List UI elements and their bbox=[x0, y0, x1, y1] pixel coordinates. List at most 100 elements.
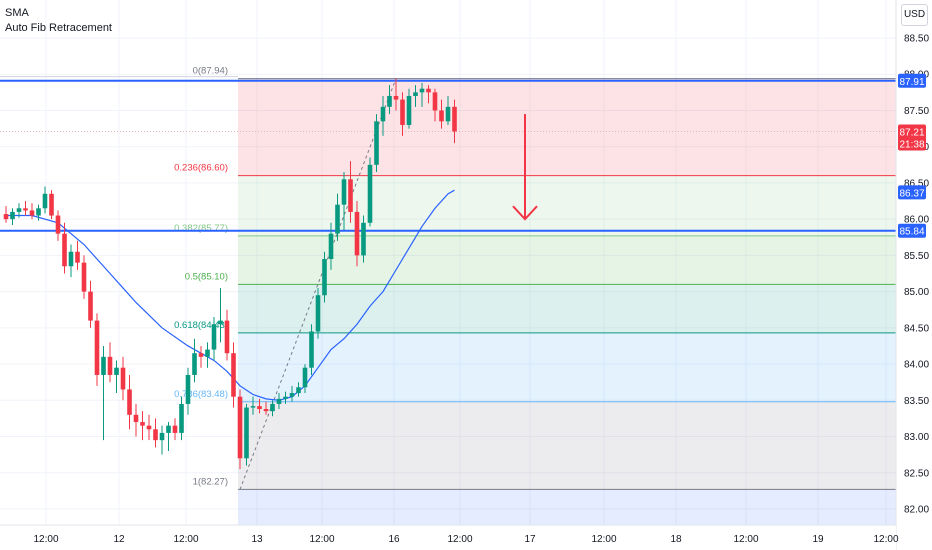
fib-zone bbox=[238, 332, 896, 402]
candle-body bbox=[172, 425, 178, 433]
candle-body bbox=[231, 353, 236, 397]
candle bbox=[270, 400, 275, 417]
time-tick-label: 12:00 bbox=[309, 534, 334, 545]
price-tick-label: 82.00 bbox=[904, 505, 929, 516]
candle bbox=[283, 391, 288, 404]
candle bbox=[354, 201, 360, 267]
price-tag: 86.37 bbox=[898, 185, 926, 200]
candle-body bbox=[361, 222, 366, 256]
candle-body bbox=[432, 92, 438, 111]
candle-body bbox=[101, 356, 106, 375]
candle-body bbox=[114, 367, 119, 375]
time-tick-label: 12:00 bbox=[733, 534, 758, 545]
candle-body bbox=[400, 99, 405, 125]
candle-body bbox=[120, 367, 126, 390]
time-tick-label: 12:00 bbox=[447, 534, 472, 545]
candle-body bbox=[250, 406, 256, 408]
time-tick-label: 12:00 bbox=[33, 534, 58, 545]
candles bbox=[3, 78, 457, 470]
time-tick-label: 17 bbox=[524, 534, 536, 545]
fib-zone bbox=[238, 401, 896, 490]
price-tick-label: 83.00 bbox=[904, 432, 929, 443]
candle bbox=[322, 251, 327, 303]
candle bbox=[309, 324, 314, 375]
candle-body bbox=[16, 208, 22, 212]
candle bbox=[328, 222, 334, 270]
candle-body bbox=[205, 349, 210, 357]
candle bbox=[36, 204, 41, 221]
candle-body bbox=[75, 251, 80, 263]
candle-body bbox=[452, 106, 457, 132]
fib-label: 0.5(85.10) bbox=[185, 271, 228, 282]
candle bbox=[393, 78, 399, 111]
candle bbox=[205, 342, 210, 368]
candle-body bbox=[218, 320, 223, 325]
candle bbox=[244, 403, 249, 466]
candle bbox=[88, 280, 93, 328]
candle-body bbox=[380, 106, 386, 122]
candle bbox=[16, 203, 22, 218]
candle bbox=[185, 367, 191, 415]
candle bbox=[400, 92, 405, 136]
candle-body bbox=[55, 215, 61, 234]
candle bbox=[198, 345, 204, 368]
candle-body bbox=[107, 356, 113, 375]
candle-body bbox=[315, 295, 321, 332]
legend-sma[interactable]: SMA bbox=[5, 7, 29, 19]
candle bbox=[75, 240, 80, 270]
candle bbox=[192, 338, 197, 383]
arrow-down-icon bbox=[512, 114, 538, 221]
candle bbox=[380, 95, 386, 136]
candle-body bbox=[62, 233, 67, 267]
fib-zone bbox=[238, 235, 896, 285]
candle bbox=[445, 95, 451, 125]
indicator-legend: SMA Auto Fib Retracement bbox=[5, 6, 112, 36]
candle-body bbox=[341, 179, 347, 205]
candle-body bbox=[68, 251, 74, 267]
candle bbox=[406, 88, 412, 129]
candle bbox=[387, 85, 392, 115]
candle bbox=[237, 389, 243, 470]
candle bbox=[231, 342, 236, 408]
candle bbox=[257, 398, 262, 414]
fib-label: 1(82.27) bbox=[193, 476, 228, 487]
price-tick-label: 85.50 bbox=[904, 251, 929, 262]
candle bbox=[55, 210, 61, 241]
candle-body bbox=[426, 88, 431, 93]
price-tick-label: 82.50 bbox=[904, 468, 929, 479]
candle bbox=[81, 255, 87, 299]
candle-body bbox=[192, 353, 197, 375]
price-tag-bg bbox=[898, 124, 926, 151]
price-tick-label: 86.50 bbox=[904, 178, 929, 189]
candle bbox=[153, 418, 158, 448]
candle bbox=[172, 418, 178, 441]
candle-body bbox=[244, 407, 249, 459]
candle-body bbox=[42, 193, 48, 209]
candle-body bbox=[374, 121, 379, 165]
price-axis-bg bbox=[896, 0, 932, 550]
price-tag-label: 86.37 bbox=[899, 188, 924, 199]
currency-button[interactable]: USD bbox=[901, 4, 928, 26]
candle-body bbox=[335, 204, 340, 234]
candle-body bbox=[257, 406, 262, 410]
candle-body bbox=[81, 262, 87, 292]
candle bbox=[367, 157, 373, 227]
candle bbox=[127, 374, 132, 430]
candle-body bbox=[198, 353, 204, 357]
price-tick-label: 86.00 bbox=[904, 215, 929, 226]
price-tag-bg bbox=[898, 223, 926, 238]
candle bbox=[302, 364, 308, 394]
candle-body bbox=[309, 331, 314, 368]
candle-body bbox=[263, 409, 269, 412]
candle bbox=[335, 193, 340, 241]
price-tick-label: 84.00 bbox=[904, 360, 929, 371]
candle bbox=[289, 385, 295, 402]
fib-label: 0.382(85.77) bbox=[174, 223, 228, 234]
fib-levels: 0(87.94) 0.236(86.60) 0.382(85.77) 0.5(85.1… bbox=[0, 66, 896, 490]
time-tick-label: 13 bbox=[251, 534, 263, 545]
legend-fib[interactable]: Auto Fib Retracement bbox=[5, 22, 112, 34]
candle-body bbox=[127, 389, 132, 415]
candle bbox=[413, 85, 418, 107]
price-axis: 88.5088.0087.5087.0086.5086.0085.5085.00… bbox=[895, 0, 932, 550]
